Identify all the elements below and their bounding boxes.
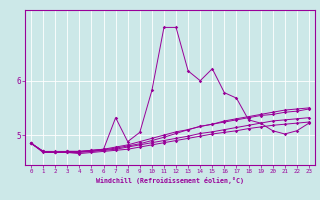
X-axis label: Windchill (Refroidissement éolien,°C): Windchill (Refroidissement éolien,°C) xyxy=(96,177,244,184)
